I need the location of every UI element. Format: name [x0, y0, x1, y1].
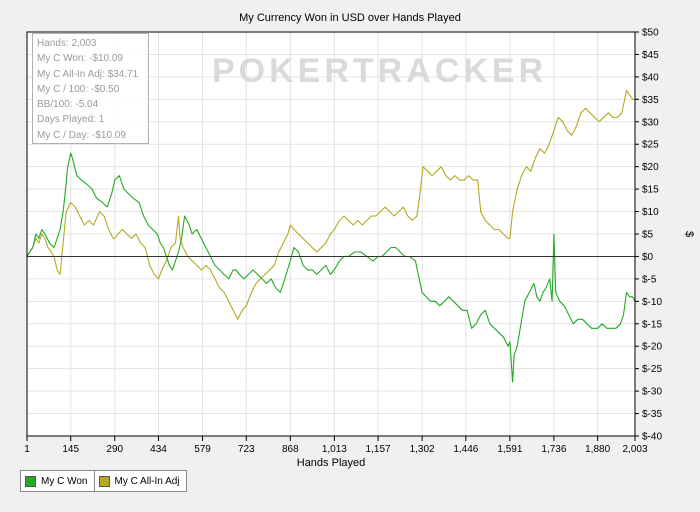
- x-tick-label: 868: [282, 444, 299, 455]
- series-line-my-c-all-in-adj: [26, 89, 635, 320]
- y-axis-ticks: $50 $45 $40 $35 $30 $25 $20 $15 $10 $5 $0 $-5 $-10 $-…: [635, 28, 662, 443]
- x-tick-label: 2,003: [622, 444, 647, 455]
- y-tick-label: $0: [642, 252, 654, 263]
- y-tick-label: $-15: [642, 319, 662, 330]
- stat-hands: Hands: 2,003: [37, 38, 97, 49]
- x-tick-label: 1,302: [410, 444, 435, 455]
- legend: My C Won My C All-In Adj: [20, 470, 187, 492]
- stat-bb-100: BB/100: -5.04: [37, 99, 99, 111]
- stat-won: My C Won: -$10.09: [37, 53, 123, 65]
- y-tick-label: $30: [642, 117, 659, 128]
- x-tick-label: 145: [62, 444, 79, 455]
- x-tick-label: 1,446: [453, 444, 478, 455]
- y-tick-label: $-20: [642, 342, 662, 353]
- y-tick-label: $40: [642, 72, 659, 83]
- x-tick-label: 579: [194, 444, 211, 455]
- y-tick-label: $20: [642, 162, 659, 173]
- y-tick-label: $25: [642, 140, 659, 151]
- legend-item-won[interactable]: My C Won: [21, 471, 94, 491]
- legend-swatch-won: [25, 475, 36, 487]
- x-tick-label: 1,591: [497, 444, 522, 455]
- x-tick-label: 1,880: [585, 444, 610, 455]
- y-tick-label: $15: [642, 185, 659, 196]
- x-tick-label: 290: [106, 444, 123, 455]
- legend-label-won: My C Won: [41, 475, 88, 487]
- x-axis-ticks: 1 145 290 434 579 723 868 1,013 1,157 1,302 1,446 1…: [24, 436, 648, 455]
- stat-days-played: Days Played: 1: [37, 114, 105, 126]
- y-tick-label: $-40: [642, 432, 662, 443]
- x-tick-label: 723: [238, 444, 255, 455]
- x-tick-label: 1,013: [322, 444, 347, 455]
- stats-box: Hands: 2,003 My C Won: -$10.09 My C All-…: [32, 33, 149, 144]
- y-tick-label: $10: [642, 207, 659, 218]
- x-tick-label: 434: [150, 444, 167, 455]
- y-tick-label: $-5: [642, 274, 657, 285]
- y-tick-label: $-30: [642, 387, 662, 398]
- chart-title: My Currency Won in USD over Hands Played: [239, 12, 461, 24]
- y-tick-label: $-25: [642, 364, 662, 375]
- stat-per-100: My C / 100: -$0.50: [37, 83, 120, 95]
- y-axis-label: $: [683, 231, 695, 237]
- y-tick-label: $-35: [642, 409, 662, 420]
- watermark-logo: POKERTRACKER: [212, 52, 547, 90]
- x-tick-label: 1: [24, 444, 30, 455]
- y-tick-label: $45: [642, 50, 659, 61]
- series-group: [26, 89, 636, 383]
- stat-per-day: My C / Day: -$10.09: [37, 129, 126, 141]
- y-tick-label: $35: [642, 95, 659, 106]
- x-tick-label: 1,736: [541, 444, 566, 455]
- stat-allin-adj: My C All-In Adj: $34.71: [37, 68, 139, 80]
- legend-swatch-allin-adj: [98, 475, 110, 487]
- x-axis-label: Hands Played: [297, 457, 366, 469]
- legend-item-allin-adj[interactable]: My C All-In Adj: [93, 471, 186, 491]
- y-tick-label: $-10: [642, 297, 662, 308]
- series-line-my-c-won: [26, 152, 636, 383]
- legend-label-allin-adj: My C All-In Adj: [114, 475, 180, 487]
- x-tick-label: 1,157: [366, 444, 391, 455]
- y-tick-label: $50: [642, 28, 659, 39]
- y-tick-label: $5: [642, 230, 654, 241]
